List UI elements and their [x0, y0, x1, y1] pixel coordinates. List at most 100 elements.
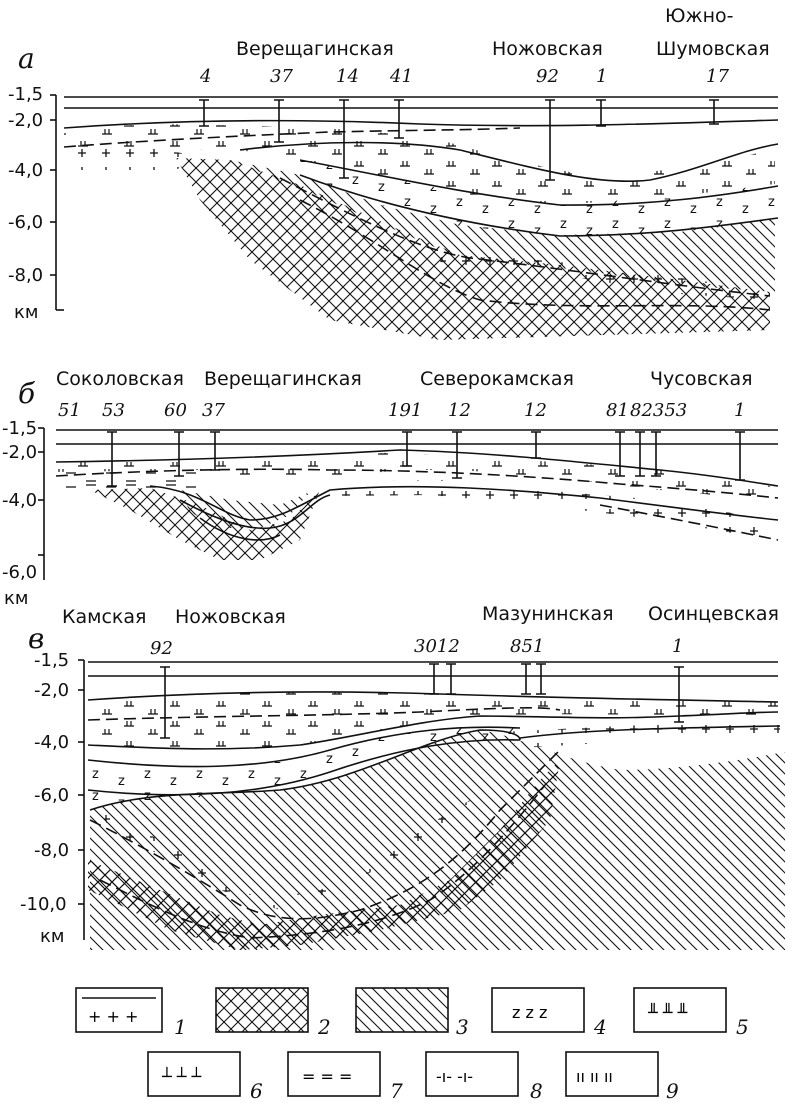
well-number: 4 [199, 66, 211, 87]
legend-number: 7 [390, 1079, 403, 1103]
area-label-severokamskaya-b: Северокамская [420, 368, 574, 390]
legend-symbol: = = = [302, 1067, 352, 1086]
riphean-hatch [90, 730, 785, 950]
legend-number: 3 [456, 1015, 469, 1039]
legend-item-4: z z z 4 [491, 987, 607, 1039]
legend-number: 4 [593, 1015, 607, 1039]
legend-item-1: + + + 1 [75, 987, 187, 1039]
area-label-vereshchaginskaya-b: Верещагинская [204, 368, 362, 390]
depth-tick: -4,0 [2, 490, 37, 511]
well-number: 60 [164, 400, 187, 421]
well-number: 3012 [414, 636, 460, 657]
section-a-layers [63, 96, 779, 340]
depth-axis-b: -1,5 -2,0 -4,0 -6,0 км [2, 418, 45, 609]
well-number: 851 [510, 636, 544, 657]
area-label-vereshchaginskaya-a: Верещагинская [236, 38, 394, 60]
legend-number: 5 [736, 1015, 749, 1039]
plus-band-c-lower [100, 800, 470, 910]
area-label-yuzhno-a: Южно- [665, 5, 734, 27]
legend-symbol: ıı ıı ıı [576, 1067, 613, 1086]
section-b-layers [55, 429, 779, 560]
depth-unit: км [40, 926, 64, 947]
legend-symbol: ┴ ┴ ┴ [161, 1066, 201, 1086]
area-label-chusovskaya-b: Чусовская [650, 368, 753, 390]
panel-c-letter: в [28, 622, 44, 655]
salt-layer [64, 124, 775, 205]
legend-number: 1 [174, 1015, 187, 1039]
well-number: 1 [734, 400, 745, 421]
area-label-nozhovskaya-c: Ножовская [175, 606, 286, 628]
well-number: 41 [389, 66, 413, 87]
panel-b: б Соколовская Верещагинская Северокамска… [2, 368, 779, 609]
depth-tick: -1,5 [34, 650, 69, 671]
legend-item-7: = = = 7 [287, 1051, 403, 1103]
well-number: 12 [524, 400, 547, 421]
well-number: 191 [388, 400, 422, 421]
well-numbers-a: 4 37 14 41 92 1 17 [199, 66, 729, 87]
wells-a [199, 99, 719, 181]
depth-tick: -2,0 [34, 680, 69, 701]
legend-symbol: -ı- -ı- [436, 1067, 473, 1086]
depth-unit: км [14, 302, 38, 323]
legend: + + + 1 2 3 z z z 4 ╨ ╨ ╨ 5 ┴ ┴ ┴ 6 [75, 987, 749, 1103]
legend-number: 6 [250, 1079, 263, 1103]
depth-tick: -6,0 [34, 785, 69, 806]
area-label-nozhovskaya-a: Ножовская [492, 38, 603, 60]
well-number: 37 [202, 400, 225, 421]
panel-a-letter: а [18, 42, 35, 75]
plus-band-b [330, 480, 770, 540]
section-c-layers [87, 661, 785, 950]
panel-b-letter: б [18, 377, 36, 410]
well-number: 12 [448, 400, 471, 421]
well-number: 37 [270, 66, 293, 87]
basement-crosshatch-front [88, 760, 560, 950]
well-number: 1 [596, 66, 607, 87]
legend-item-8: -ı- -ı- 8 [425, 1051, 543, 1103]
depth-tick: -8,0 [34, 840, 69, 861]
area-label-osintsevskaya-c: Осинцевская [648, 603, 779, 625]
basement-crosshatch [176, 158, 770, 340]
well-number: 14 [336, 66, 359, 87]
legend-item-3: 3 [355, 987, 469, 1039]
legend-number: 2 [317, 1015, 331, 1039]
riphean-hatch [230, 160, 775, 292]
basement-crosshatch [90, 488, 320, 560]
wells-c [160, 663, 684, 739]
depth-tick: -10,0 [20, 894, 67, 915]
well-number: 81 [606, 400, 629, 421]
well-number: 53 [102, 400, 125, 421]
riphean-hatch [180, 490, 310, 528]
area-label-mazuninskaya-c: Мазунинская [482, 603, 614, 625]
well-number: 92 [536, 66, 559, 87]
well-number: 51 [58, 400, 81, 421]
depth-unit: км [4, 588, 28, 609]
well-numbers-c: 92 3012 851 1 [150, 636, 683, 659]
area-label-sokolovskaya-b: Соколовская [56, 368, 184, 390]
well-number: 17 [706, 66, 729, 87]
well-number: 92 [150, 638, 173, 659]
depth-tick: -1,5 [2, 418, 37, 439]
well-numbers-b: 51 53 60 37 191 12 12 81 82353 1 [58, 400, 745, 421]
z-layer [300, 160, 775, 236]
depth-tick: -1,5 [8, 84, 43, 105]
eq-layer [56, 472, 200, 490]
legend-item-2: 2 [215, 987, 331, 1039]
depth-tick: -6,0 [8, 212, 43, 233]
legend-symbol: z z z [512, 1003, 547, 1022]
depth-tick: -2,0 [2, 442, 37, 463]
legend-symbol: + + + [88, 1007, 138, 1026]
well-number: 1 [672, 636, 683, 657]
depth-tick: -8,0 [8, 265, 43, 286]
well-number: 82353 [630, 400, 687, 421]
legend-number: 9 [666, 1079, 679, 1103]
depth-tick: -4,0 [8, 160, 43, 181]
legend-number: 8 [530, 1079, 543, 1103]
plus-layer-a [64, 148, 200, 170]
legend-symbol: ╨ ╨ ╨ [647, 1002, 687, 1022]
depth-tick: -6,0 [2, 562, 37, 583]
depth-axis-c: -1,5 -2,0 -4,0 -6,0 -8,0 -10,0 км [20, 650, 85, 947]
legend-item-5: ╨ ╨ ╨ 5 [633, 987, 749, 1039]
depth-tick: -2,0 [8, 110, 43, 131]
